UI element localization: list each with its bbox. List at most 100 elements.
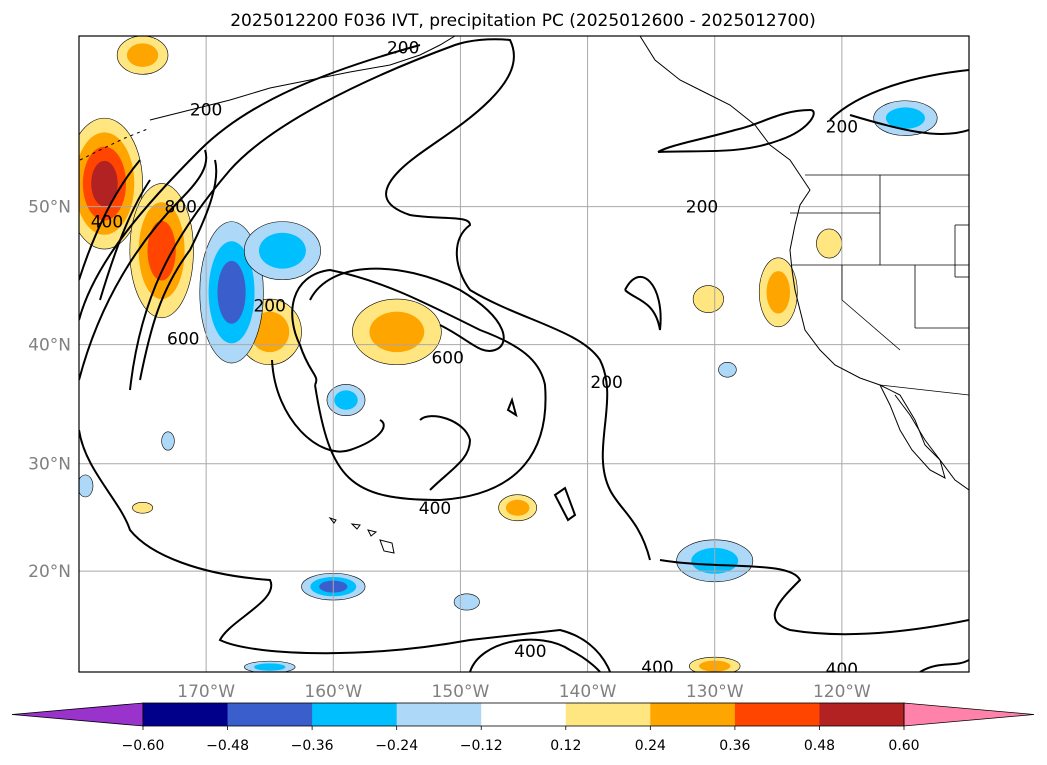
contour-label-2: 200 — [826, 118, 858, 138]
figure-title: 2025012200 F036 IVT, precipitation PC (2… — [230, 11, 816, 31]
ivt-contour-labels: 200 200 200 200 200 200 400 800 600 600 400 400 400 4… — [91, 39, 858, 680]
ivt-contour-200-northeast — [829, 69, 969, 135]
lon-tick-label-3: 140°W — [559, 682, 617, 702]
precip-anomaly-5-level-1 — [505, 499, 530, 516]
colorbar-tick-label-6: 0.24 — [635, 738, 666, 754]
colorbar-tick-label-2: −0.36 — [291, 738, 334, 754]
colorbar-tick-label-1: −0.48 — [206, 738, 249, 754]
precip-anomaly-9-level-0 — [816, 228, 843, 259]
contour-label-7: 800 — [164, 198, 196, 218]
contour-label-6: 400 — [91, 213, 123, 233]
ivt-contour-400-far — [419, 415, 472, 491]
colorbar-segment-0 — [143, 703, 229, 726]
precip-anomaly-7 — [116, 36, 169, 75]
contour-label-0: 200 — [190, 100, 222, 120]
precip-anomaly-8 — [692, 285, 724, 313]
precip-anomaly-5 — [498, 494, 538, 522]
precip-anomaly-10 — [132, 502, 154, 514]
precip-anomaly-12 — [243, 221, 321, 281]
ivt-contour-200-inner — [129, 38, 651, 561]
precip-anomaly-1-level-2 — [147, 220, 176, 281]
colorbar: −0.60 −0.48 −0.36 −0.24 −0.12 0.12 0.24 0.36 0.4… — [11, 702, 1035, 754]
contour-label-10: 400 — [419, 499, 451, 519]
aleutian-islands — [79, 127, 151, 161]
colorbar-segment-6 — [650, 703, 736, 726]
colorbar-tick-label-0: −0.60 — [122, 738, 165, 754]
ivt-contour-400-small2 — [506, 396, 518, 418]
precip-anomaly-8-level-0 — [692, 285, 724, 313]
baja-california-coastline — [879, 384, 946, 479]
lat-tick-label-2: 40°N — [28, 336, 71, 356]
coastline-layer — [79, 36, 969, 554]
colorbar-segment-8 — [819, 703, 905, 726]
lat-tick-label-1: 30°N — [28, 455, 71, 475]
map-panel: 200 200 200 200 200 200 400 800 600 600 400 400 400 4… — [78, 35, 970, 680]
precip-anomaly-19 — [79, 474, 94, 498]
contour-label-11: 400 — [514, 642, 546, 662]
colorbar-segment-2 — [312, 703, 398, 726]
precip-anomaly-21-level-0 — [161, 431, 175, 451]
colorbar-extend-high — [903, 702, 1035, 727]
contour-label-13: 400 — [826, 660, 858, 680]
precip-anomaly-1 — [129, 183, 194, 319]
alaska-coastline — [149, 36, 456, 121]
precip-anomaly-7-level-1 — [126, 43, 159, 67]
contour-label-9: 600 — [431, 348, 463, 368]
precip-anomaly-2-level-1 — [369, 311, 425, 353]
colorbar-segment-4 — [481, 703, 567, 726]
colorbar-tick-label-5: 0.12 — [550, 738, 581, 754]
ivt-contour-400-loop — [291, 268, 547, 502]
precip-anomaly-0-level-3 — [91, 160, 118, 207]
contour-label-8: 600 — [167, 329, 199, 349]
precip-anomaly-20 — [718, 361, 737, 378]
precip-anomaly-18-level-0 — [453, 593, 480, 611]
lon-tick-label-2: 150°W — [432, 682, 490, 702]
ivt-contour-600 — [79, 149, 505, 453]
contour-label-3: 200 — [686, 198, 718, 218]
precip-anomaly-12-level-1 — [258, 232, 306, 269]
ivt-contour-200-pocket — [624, 276, 662, 331]
colorbar-frame — [142, 702, 905, 727]
contour-label-5: 200 — [590, 373, 622, 393]
state-borders — [790, 174, 969, 396]
ivt-contour-400-outer — [79, 44, 421, 321]
precip-anomaly-10-level-0 — [132, 502, 154, 514]
precip-anomaly-17-level-1 — [254, 663, 286, 671]
lon-tick-label-5: 120°W — [813, 682, 871, 702]
lon-tick-label-0: 170°W — [177, 682, 235, 702]
ivt-contour-400-bottom — [919, 659, 969, 672]
graticule — [79, 36, 969, 672]
lon-tick-label-1: 160°W — [304, 682, 362, 702]
precip-anomaly-13-level-1 — [334, 390, 358, 410]
colorbar-segment-1 — [227, 703, 313, 726]
ivt-contour-200-south — [659, 559, 969, 636]
precip-anomaly-20-level-0 — [718, 361, 737, 378]
ivt-contour-800 — [79, 159, 151, 301]
colorbar-tick-label-3: −0.24 — [375, 738, 418, 754]
ivt-contour-200-east — [469, 638, 601, 672]
colorbar-segment-7 — [734, 703, 820, 726]
precip-anomaly-4-level-1 — [766, 271, 791, 314]
colorbar-tick-label-8: 0.48 — [804, 738, 835, 754]
contour-label-1: 200 — [387, 39, 419, 59]
latitude-labels: 20°N 30°N 40°N 50°N — [28, 198, 71, 583]
colorbar-tick-label-4: −0.12 — [460, 738, 503, 754]
colorbar-segment-3 — [396, 703, 482, 726]
ivt-contours — [79, 38, 969, 672]
north-america-coastline — [639, 36, 969, 491]
precip-anomaly-16-level-1 — [885, 107, 925, 129]
precip-anomaly-18 — [453, 593, 480, 611]
ivt-contour-200-north — [657, 108, 815, 153]
precip-anomaly-19-level-0 — [79, 474, 94, 498]
precip-anomaly-2 — [352, 298, 442, 366]
ivt-contour-200-outer — [79, 429, 611, 672]
precip-anomaly-11-level-2 — [217, 260, 246, 324]
lon-tick-label-4: 130°W — [686, 682, 744, 702]
colorbar-tick-label-7: 0.36 — [719, 738, 750, 754]
precip-anomaly-9 — [816, 228, 843, 259]
colorbar-tick-label-9: 0.60 — [888, 738, 919, 754]
colorbar-segment-5 — [565, 703, 651, 726]
precip-anomaly-21 — [161, 431, 175, 451]
lat-tick-label-0: 20°N — [28, 562, 71, 582]
